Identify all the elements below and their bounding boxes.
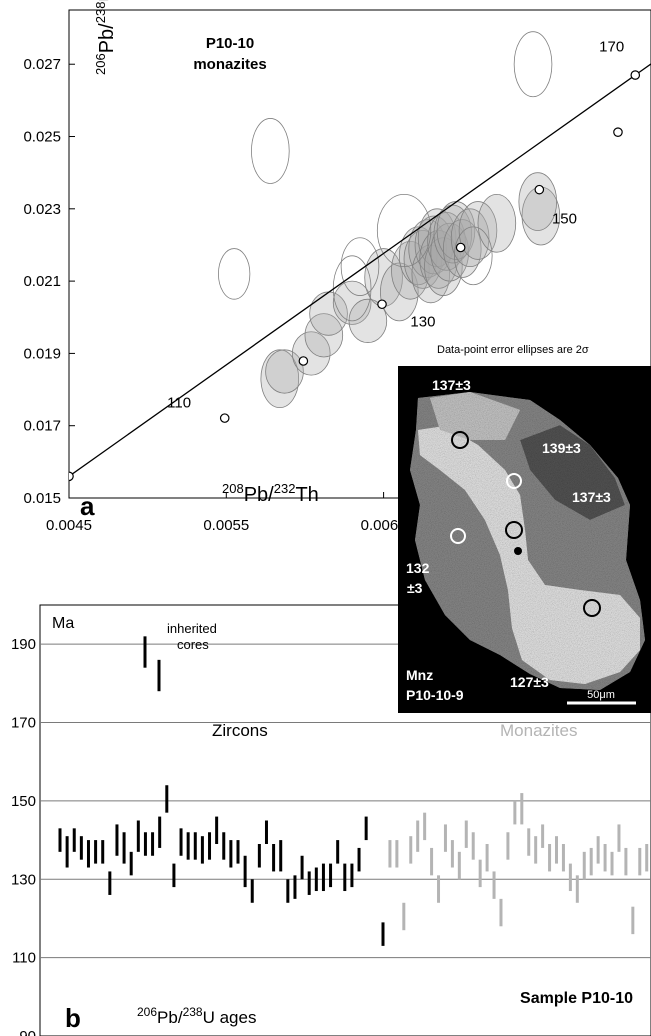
error-ellipse-29 xyxy=(218,248,251,300)
panel-a-age-labels: 110 130 150 170 xyxy=(167,39,624,412)
spot-1 xyxy=(451,431,469,449)
inset-age-3: 137±3 xyxy=(572,489,611,505)
concordia-age-130: 130 xyxy=(410,313,435,330)
error-ellipse-34 xyxy=(513,31,553,98)
concordia-marker-100 xyxy=(69,471,74,482)
inset-age-5: 127±3 xyxy=(510,674,549,690)
bright-zone xyxy=(418,426,640,684)
concordia-age-150: 150 xyxy=(552,210,577,227)
dark-zone-right xyxy=(520,425,625,520)
concordia-marker-120 xyxy=(298,356,309,366)
concordia-age-170: 170 xyxy=(599,39,624,56)
x-tick-label-0.0055: 0.0055 xyxy=(203,517,249,534)
scale-label: 50μm xyxy=(587,689,615,701)
sample-label: Sample P10-10 xyxy=(520,990,633,1007)
concordia-age-110: 110 xyxy=(167,395,191,412)
inset-age-1: 137±3 xyxy=(432,377,471,393)
y-tick-label-0.023: 0.023 xyxy=(23,201,61,218)
panel-a-xlabel: 208Pb/232Th xyxy=(222,481,319,506)
y-tick-label-0.019: 0.019 xyxy=(23,345,61,362)
error-ellipse-32 xyxy=(376,193,432,268)
panel-a-letter: a xyxy=(80,491,95,521)
error-ellipse-33 xyxy=(453,226,493,286)
y-tick-label-0.017: 0.017 xyxy=(23,418,61,435)
inset-age-2: 139±3 xyxy=(542,440,581,456)
error-ellipse-4 xyxy=(304,313,344,358)
y-tick-label-0.015: 0.015 xyxy=(23,490,61,507)
spot-4 xyxy=(450,528,466,544)
spot-6 xyxy=(514,547,522,555)
y-tick-label-0.021: 0.021 xyxy=(23,273,61,290)
panel-a-ylabel: 206Pb/238U xyxy=(93,0,118,75)
error-ellipse-6 xyxy=(332,280,372,325)
panel-b-ylabel: 206Pb/238U ages xyxy=(137,1005,256,1027)
concordia-marker-140 xyxy=(455,242,466,253)
x-tick-label-0.0065: 0.0065 xyxy=(361,517,407,534)
panel-b-bars xyxy=(58,636,649,946)
inset-age-4-line-2: ±3 xyxy=(407,580,423,596)
error-ellipse-26 xyxy=(477,193,517,253)
panel-b-letter: b xyxy=(65,1003,81,1033)
legend-monazites: Monazites xyxy=(500,721,577,740)
spot-5 xyxy=(583,599,601,617)
b-y-tick-label-110: 110 xyxy=(12,950,36,967)
error-ellipse-30 xyxy=(251,118,290,184)
y-tick-label-0.025: 0.025 xyxy=(23,129,61,146)
spot-2 xyxy=(506,473,522,489)
error-ellipse-28 xyxy=(518,172,558,231)
b-y-tick-label-130: 130 xyxy=(11,871,36,888)
concordia-marker-150 xyxy=(534,184,545,195)
concordia-marker-170 xyxy=(630,70,641,80)
panel-a-axes: 0.015 0.017 0.019 0.021 0.023 0.025 0.027 0.004… xyxy=(23,56,406,534)
error-ellipse-9 xyxy=(380,262,419,322)
inherited-label-line-2: cores xyxy=(177,637,209,652)
inset-sample-line-1: Mnz xyxy=(406,667,433,683)
panel-a: 0.015 0.017 0.019 0.021 0.023 0.025 0.027 0.004… xyxy=(23,0,651,534)
panel-a-note: Data-point error ellipses are 2σ xyxy=(437,344,589,356)
error-ellipse-1 xyxy=(260,349,300,409)
concordia-curve xyxy=(69,63,651,478)
concordia-marker-130 xyxy=(377,299,387,310)
panel-b-unit-label: Ma xyxy=(52,615,74,632)
panel-b-axes: 90 110 130 150 170 190 xyxy=(11,636,36,1036)
inset-age-4-line-1: 132 xyxy=(406,560,430,576)
panel-a-title-line-1: P10-10 xyxy=(206,35,254,52)
x-tick-label-0.0045: 0.0045 xyxy=(46,517,92,534)
concordia-marker-110 xyxy=(219,413,230,423)
inherited-label-line-1: inherited xyxy=(167,621,217,636)
spot-3 xyxy=(505,521,523,539)
concordia-marker-160 xyxy=(613,127,623,137)
light-zone-top xyxy=(430,392,520,440)
b-y-tick-label-90: 90 xyxy=(19,1028,36,1036)
y-tick-label-0.027: 0.027 xyxy=(23,56,61,73)
b-y-tick-label-190: 190 xyxy=(11,636,36,653)
panel-a-title-line-2: monazites xyxy=(193,56,266,73)
error-ellipse-2 xyxy=(265,349,304,394)
b-y-tick-label-150: 150 xyxy=(11,793,36,810)
b-y-tick-label-170: 170 xyxy=(11,715,36,732)
error-ellipse-25 xyxy=(458,201,498,260)
legend-zircons: Zircons xyxy=(212,721,268,740)
panel-a-concordia xyxy=(69,63,651,482)
error-ellipse-31 xyxy=(340,237,380,296)
bse-inset: 137±3 139±3 137±3 132 ±3 127±3 Mnz P10-1… xyxy=(398,366,651,713)
inset-sample-line-2: P10-10-9 xyxy=(406,687,464,703)
